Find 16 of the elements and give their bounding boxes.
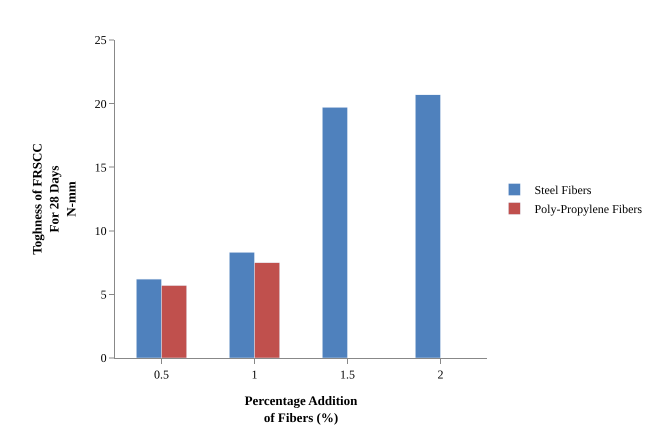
x-tick-label: 0.5 xyxy=(154,367,169,382)
y-tick-label: 25 xyxy=(94,33,107,48)
x-tick-label: 1.5 xyxy=(340,367,355,382)
y-tick-label: 5 xyxy=(100,288,107,302)
x-tick-label: 1 xyxy=(252,367,258,382)
x-tick-label: 2 xyxy=(438,367,444,382)
y-tick-label: 15 xyxy=(94,160,107,174)
bar xyxy=(415,94,441,358)
y-tick-label: 0 xyxy=(100,351,107,366)
y-tick-label: 20 xyxy=(94,96,107,111)
bar xyxy=(322,107,348,358)
y-tick-label: 10 xyxy=(94,224,107,238)
x-axis-title: Percentage Addition of Fibers (%) xyxy=(244,393,358,425)
legend-label: Poly-Propylene Fibers xyxy=(534,202,642,216)
y-axis-title: Toghness of FRSCC For 28 Days N-mm xyxy=(30,143,79,255)
legend-label: Steel Fibers xyxy=(534,183,592,198)
